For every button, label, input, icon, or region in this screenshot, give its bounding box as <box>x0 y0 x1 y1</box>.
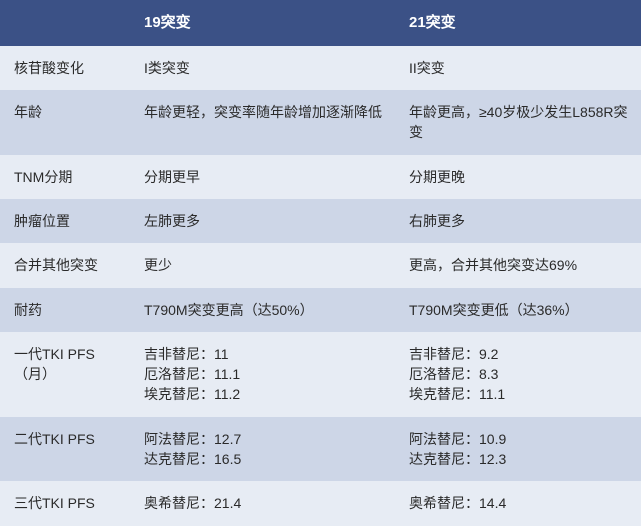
row-label: 一代TKI PFS（月） <box>0 332 130 417</box>
cell-21: 吉非替尼：9.2 厄洛替尼：8.3 埃克替尼：11.1 <box>395 332 641 417</box>
table-row: 三代TKI PFS奥希替尼：21.4奥希替尼：14.4 <box>0 481 641 525</box>
row-label: 耐药 <box>0 288 130 332</box>
cell-19: 年龄更轻，突变率随年龄增加逐渐降低 <box>130 90 395 155</box>
cell-19: T790M突变更高（达50%） <box>130 288 395 332</box>
cell-19: 分期更早 <box>130 155 395 199</box>
cell-21: 阿法替尼：10.9 达克替尼：12.3 <box>395 417 641 482</box>
table-row: 核苷酸变化I类突变II突变 <box>0 46 641 90</box>
cell-21: 分期更晚 <box>395 155 641 199</box>
row-label: 核苷酸变化 <box>0 46 130 90</box>
cell-21: 更高，合并其他突变达69% <box>395 243 641 287</box>
col-header-blank <box>0 0 130 46</box>
cell-19: 阿法替尼：12.7 达克替尼：16.5 <box>130 417 395 482</box>
comparison-table: 19突变 21突变 核苷酸变化I类突变II突变年龄年龄更轻，突变率随年龄增加逐渐… <box>0 0 641 526</box>
cell-19: 吉非替尼：11 厄洛替尼：11.1 埃克替尼：11.2 <box>130 332 395 417</box>
cell-19: I类突变 <box>130 46 395 90</box>
table-row: 肿瘤位置左肺更多右肺更多 <box>0 199 641 243</box>
cell-19: 奥希替尼：21.4 <box>130 481 395 525</box>
row-label: 二代TKI PFS <box>0 417 130 482</box>
table-row: 耐药T790M突变更高（达50%）T790M突变更低（达36%） <box>0 288 641 332</box>
col-header-21: 21突变 <box>395 0 641 46</box>
row-label: 肿瘤位置 <box>0 199 130 243</box>
table-header-row: 19突变 21突变 <box>0 0 641 46</box>
row-label: 年龄 <box>0 90 130 155</box>
table-row: 合并其他突变更少更高，合并其他突变达69% <box>0 243 641 287</box>
table-row: 二代TKI PFS阿法替尼：12.7 达克替尼：16.5阿法替尼：10.9 达克… <box>0 417 641 482</box>
table-header: 19突变 21突变 <box>0 0 641 46</box>
col-header-19: 19突变 <box>130 0 395 46</box>
row-label: 合并其他突变 <box>0 243 130 287</box>
cell-21: 年龄更高，≥40岁极少发生L858R突变 <box>395 90 641 155</box>
cell-19: 更少 <box>130 243 395 287</box>
cell-21: 右肺更多 <box>395 199 641 243</box>
table-row: 一代TKI PFS（月）吉非替尼：11 厄洛替尼：11.1 埃克替尼：11.2吉… <box>0 332 641 417</box>
cell-21: II突变 <box>395 46 641 90</box>
row-label: 三代TKI PFS <box>0 481 130 525</box>
table-row: 年龄年龄更轻，突变率随年龄增加逐渐降低年龄更高，≥40岁极少发生L858R突变 <box>0 90 641 155</box>
row-label: TNM分期 <box>0 155 130 199</box>
cell-21: T790M突变更低（达36%） <box>395 288 641 332</box>
comparison-table-wrapper: 19突变 21突变 核苷酸变化I类突变II突变年龄年龄更轻，突变率随年龄增加逐渐… <box>0 0 641 526</box>
table-body: 核苷酸变化I类突变II突变年龄年龄更轻，突变率随年龄增加逐渐降低年龄更高，≥40… <box>0 46 641 526</box>
table-row: TNM分期分期更早分期更晚 <box>0 155 641 199</box>
cell-21: 奥希替尼：14.4 <box>395 481 641 525</box>
cell-19: 左肺更多 <box>130 199 395 243</box>
